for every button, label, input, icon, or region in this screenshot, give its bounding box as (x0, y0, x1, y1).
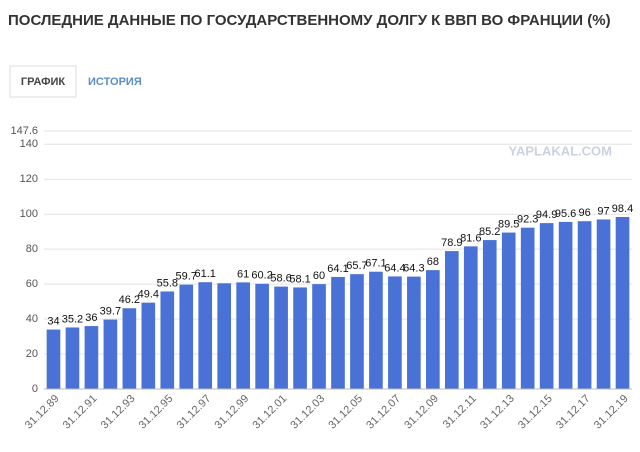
value-label: 46.2 (119, 294, 140, 306)
x-tick-label: 31.12.05 (326, 393, 365, 432)
value-label: 67.1 (365, 258, 386, 270)
y-tick-label: 80 (26, 243, 38, 255)
bar (293, 287, 307, 389)
x-tick-label: 31.12.97 (175, 393, 214, 432)
x-tick-label: 31.12.01 (251, 393, 290, 432)
x-tick-label: 31.12.91 (61, 393, 100, 432)
value-label: 65.7 (346, 260, 367, 272)
bar (103, 319, 118, 389)
value-label: 98.4 (612, 203, 633, 215)
y-tick-label: 140 (20, 138, 38, 150)
bar (331, 276, 345, 389)
bar (236, 282, 250, 389)
value-label: 64.1 (327, 263, 348, 275)
x-tick-label: 31.12.93 (99, 393, 138, 432)
value-label: 58.1 (289, 273, 310, 285)
y-tick-label: 20 (26, 348, 38, 360)
bar (501, 232, 516, 389)
value-label: 39.7 (100, 306, 121, 318)
bar (558, 221, 573, 389)
value-label: 55.8 (157, 277, 178, 289)
bar (369, 271, 383, 389)
bar (65, 327, 80, 389)
bar (615, 217, 630, 389)
x-tick-label: 31.12.15 (516, 393, 555, 432)
bar (255, 283, 269, 389)
y-tick-label: 0 (32, 383, 38, 395)
bar (84, 326, 99, 389)
x-tick-label: 31.12.17 (554, 393, 593, 432)
bar (274, 286, 288, 389)
value-label: 60 (313, 270, 325, 282)
tab-box (9, 65, 77, 98)
bar (407, 276, 421, 389)
value-label: 96 (578, 207, 590, 219)
x-tick-label: 31.12.19 (592, 393, 631, 432)
tab[interactable]: ИСТОРИЯ (88, 76, 142, 88)
bar (350, 274, 364, 389)
value-label: 68 (427, 256, 439, 268)
value-label: 97 (597, 205, 609, 217)
value-label: 49.4 (138, 289, 159, 301)
x-tick-label: 31.12.07 (364, 393, 403, 432)
bar (198, 282, 213, 389)
bar (122, 308, 137, 389)
value-label: 81.6 (460, 232, 481, 244)
watermark: YAPLAKAL.COM (508, 143, 612, 158)
value-label: 34 (47, 315, 59, 327)
value-label: 64.4 (384, 262, 405, 274)
value-label: 36 (85, 312, 97, 324)
x-tick-label: 31.12.89 (23, 393, 62, 432)
bar (160, 291, 175, 389)
value-label: 61.1 (195, 268, 216, 280)
bar (596, 219, 611, 389)
bar (463, 246, 478, 389)
value-label: 58.6 (270, 272, 291, 284)
value-label: 94.9 (536, 209, 557, 221)
value-label: 59.7 (176, 271, 197, 283)
y-tick-label: 40 (26, 313, 38, 325)
bar (46, 329, 61, 389)
y-tick-label: 120 (20, 173, 38, 185)
y-tick-label: 60 (26, 278, 38, 290)
bar (388, 276, 402, 389)
bar (520, 227, 535, 389)
bar (444, 251, 459, 389)
x-tick-label: 31.12.09 (402, 393, 441, 432)
bar (179, 284, 194, 389)
x-tick-label: 31.12.13 (478, 393, 517, 432)
bar (482, 240, 497, 389)
value-label: 78.9 (441, 237, 462, 249)
bar (426, 270, 440, 389)
x-tick-label: 31.12.95 (137, 393, 176, 432)
bar (312, 284, 326, 389)
bar (217, 283, 232, 389)
bar (141, 302, 156, 389)
bar (539, 223, 554, 389)
y-tick-label: 100 (20, 208, 38, 220)
x-tick-label: 31.12.99 (213, 393, 252, 432)
bar (577, 221, 592, 389)
value-label: 92.3 (517, 214, 538, 226)
value-label: 89.5 (498, 218, 519, 230)
chart-title: ПОСЛЕДНИЕ ДАННЫЕ ПО ГОСУДАРСТВЕННОМУ ДОЛ… (8, 12, 611, 29)
tab[interactable]: ГРАФИК (21, 76, 66, 88)
value-label: 60.2 (251, 270, 272, 282)
value-label: 95.6 (555, 208, 576, 220)
value-label: 61 (237, 268, 249, 280)
x-tick-label: 31.12.11 (441, 393, 479, 431)
x-tick-label: 31.12.03 (288, 393, 327, 432)
value-label: 35.2 (62, 313, 83, 325)
value-label: 64.3 (403, 263, 424, 275)
y-tick-label: 147.6 (10, 125, 38, 137)
value-label: 85.2 (479, 226, 500, 238)
